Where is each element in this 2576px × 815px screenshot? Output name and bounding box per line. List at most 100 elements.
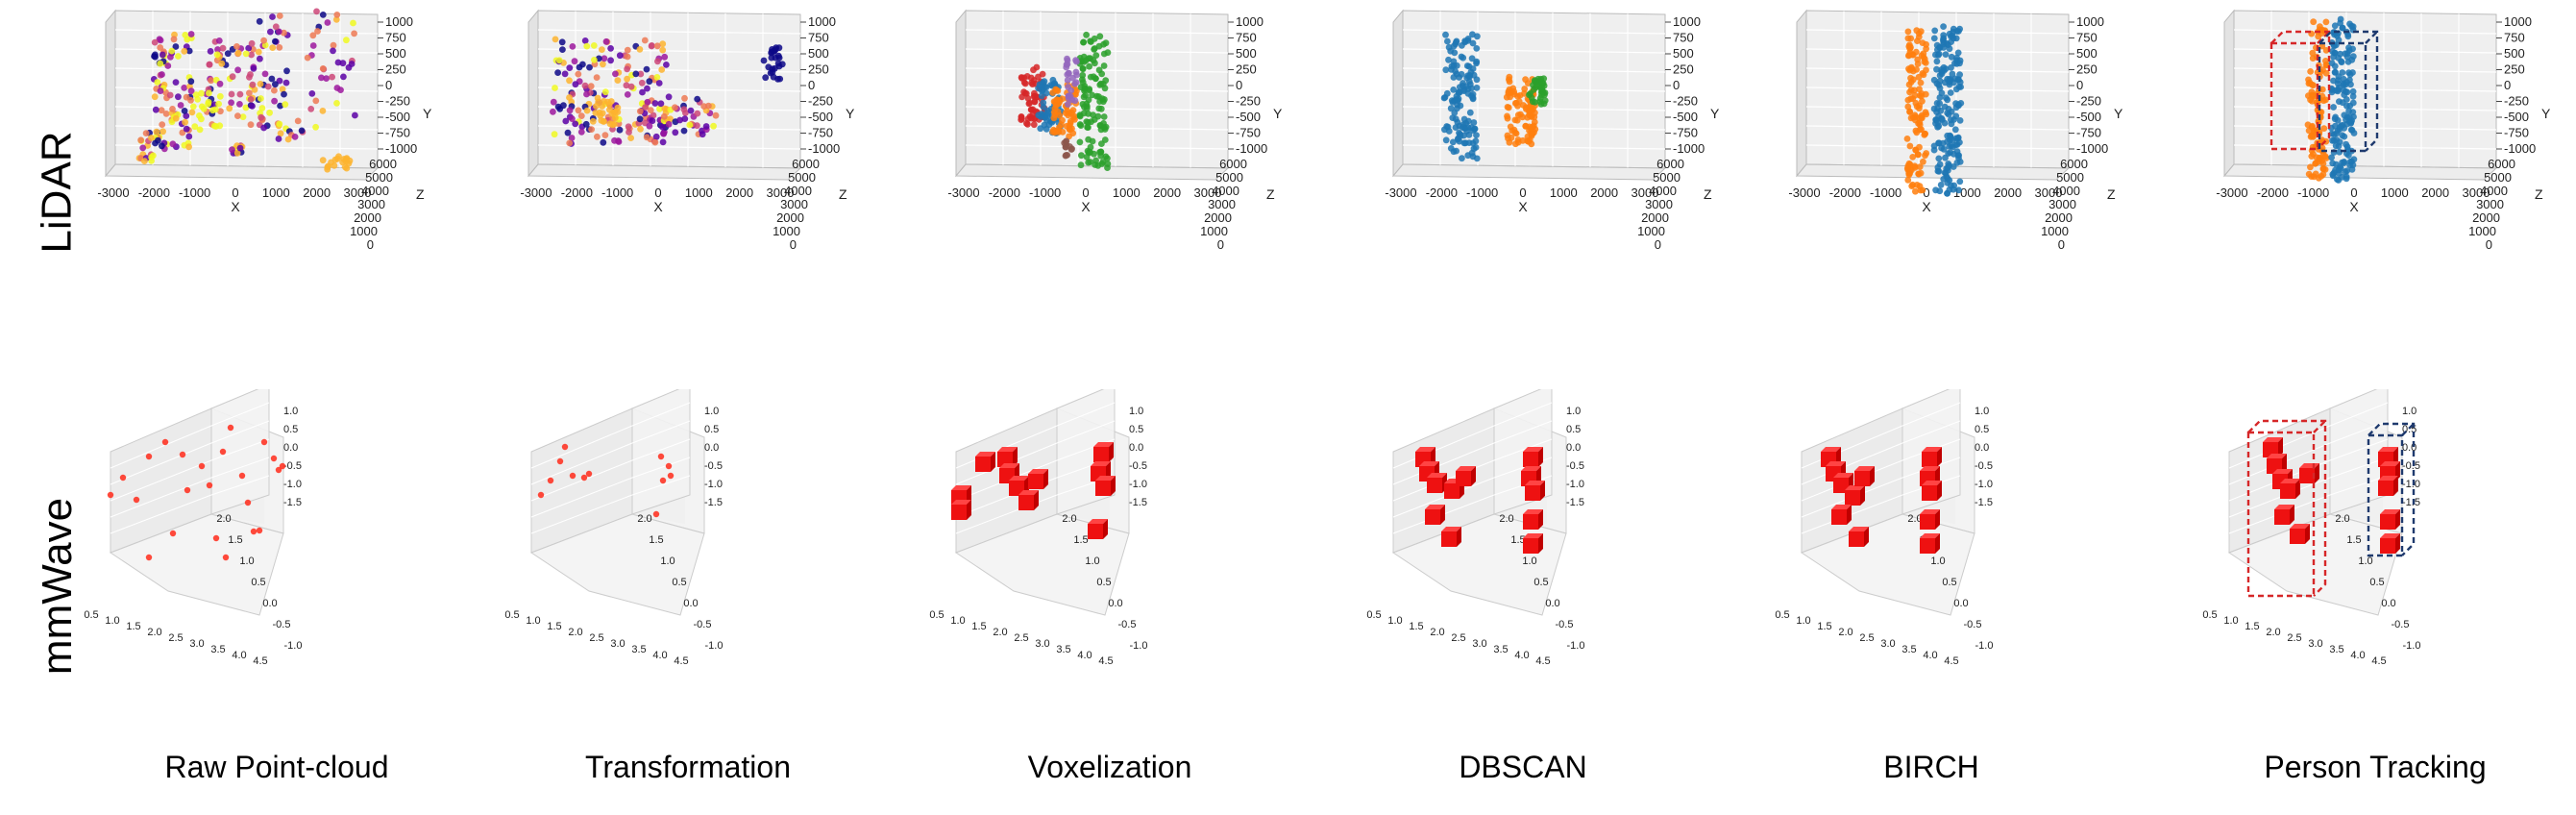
z-axis-label: Z [2535,186,2543,202]
point [2347,126,2355,134]
grid-line [965,144,1229,150]
radar-point [667,472,675,480]
z-tick-label: -0.5 [1129,460,1147,472]
grid-line [2329,475,2389,496]
point [1085,159,1092,166]
point [1470,119,1478,126]
point [1906,109,1914,115]
point [1949,70,1956,78]
y-tick-label: 1.0 [1085,556,1099,567]
point [1064,77,1071,84]
point [236,90,244,98]
point [1947,89,1954,96]
point [1912,48,1920,56]
point [2341,111,2348,119]
x-tick-label: 0 [2350,185,2357,200]
side-pane [1796,9,1807,178]
z-tick-label: 1.0 [1975,406,1989,417]
point [2308,88,2316,95]
point [566,77,573,85]
point [1087,149,1093,156]
voxel [2378,481,2393,496]
point [571,58,578,65]
point [614,109,622,115]
point [1033,63,1041,71]
radar-point [569,472,577,480]
point [167,53,174,61]
voxel-side [1103,519,1108,539]
point [226,105,233,112]
x-tick-label: 3000 [767,185,795,200]
voxel [2280,483,2295,499]
x-tick-label: 3.5 [1056,644,1070,655]
point [182,32,189,38]
point [246,89,253,97]
x-tick-label: 2.5 [168,632,183,644]
point [308,90,316,97]
y-tick-label: 0.5 [1942,577,1956,588]
point [1079,101,1087,108]
grid-line [210,420,270,444]
point [583,90,590,98]
point [1083,118,1091,125]
point [651,100,659,107]
y-tick-label: 1.0 [660,556,675,567]
y-tick-label: -250 [2504,94,2529,109]
point [291,134,299,140]
z-tick-label: -1.5 [1975,497,1993,508]
point [616,52,624,60]
voxel [1922,452,1937,467]
point [247,96,255,103]
voxel-top [951,500,971,505]
point [595,98,601,106]
point [319,65,327,72]
y-tick-label: -1.0 [2403,640,2421,652]
y-tick-label: -250 [808,94,833,109]
point [329,73,335,81]
y-tick-label: 0 [1236,78,1242,92]
point [2333,136,2341,143]
point [602,37,610,45]
point [648,42,655,49]
voxel-top [2280,479,2300,483]
grid-line [530,459,633,502]
z-tick-label: 3000 [357,197,385,211]
point [1533,81,1540,88]
point [773,44,780,51]
z-tick-label: 1.0 [283,406,298,417]
z-tick-label: 4000 [2052,184,2080,198]
point [2349,69,2356,76]
point [314,28,321,35]
point [228,90,235,98]
point [319,157,327,164]
point [1451,110,1459,116]
point [1930,35,1938,42]
point [267,28,274,36]
y-tick-label: 2.0 [1062,513,1076,525]
point [1506,76,1512,84]
point [258,105,266,111]
grid-line [1402,144,1666,150]
y-axis-label: Y [1710,106,1720,121]
point [183,125,190,133]
x-tick-label: 3000 [2463,185,2490,200]
voxel [1854,471,1870,486]
radar-point [179,451,186,458]
point [1473,45,1481,52]
y-tick-label: -750 [2504,126,2529,140]
point [694,95,701,103]
point [576,63,583,71]
point [1950,35,1957,42]
point [2333,161,2340,168]
z-tick-label: 1000 [350,224,378,238]
point [566,64,574,71]
point [276,120,283,128]
point [566,139,574,147]
x-tick-label: 2.5 [2287,632,2301,644]
point [272,81,279,88]
point [575,107,582,114]
point [2328,130,2336,137]
point [636,46,644,53]
point [659,123,666,131]
y-tick-label: -250 [2076,94,2101,109]
